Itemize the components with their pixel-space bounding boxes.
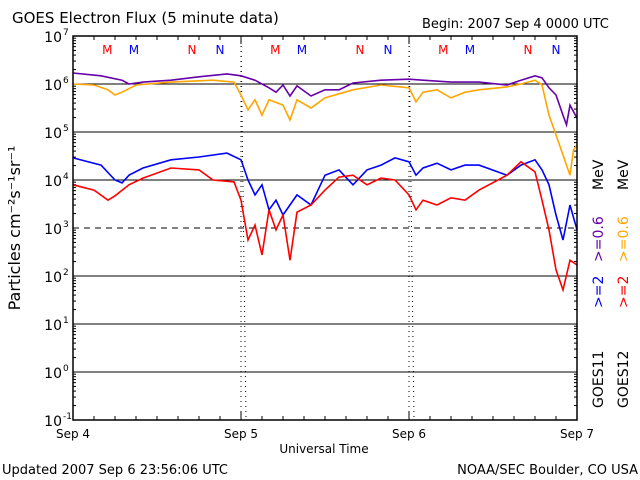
noon-midnight-marker: N [384,43,393,57]
x-tick-label: Sep 5 [224,427,258,441]
legend: GOES11 GOES12 >=2 >=2 >=0.6 >=0.6 MeV Me… [591,159,632,408]
y-tick-label: 10 [44,78,62,94]
y-tick-exponent: 2 [63,268,69,278]
y-tick-label: 10 [44,222,62,238]
x-tick-label: Sep 6 [392,427,426,441]
noon-midnight-marker: N [524,43,533,57]
noon-midnight-marker: M [465,43,475,57]
noon-midnight-marker: N [552,43,561,57]
y-tick-exponent: 6 [63,76,69,86]
noon-midnight-marker: N [356,43,365,57]
x-tick-label: Sep 7 [560,427,594,441]
x-axis-label: Universal Time [279,442,368,456]
chart-title: GOES Electron Flux (5 minute data) [12,9,279,27]
y-tick-exponent: 3 [63,220,69,230]
footer-source: NOAA/SEC Boulder, CO USA [457,463,638,478]
y-tick-label: 10 [44,318,62,334]
y-tick-exponent: 7 [63,28,69,38]
x-tick-label: Sep 4 [56,427,90,441]
y-axis-label: Particles cm⁻²s⁻¹sr⁻¹ [5,146,24,311]
noon-midnight-marker: N [216,43,225,57]
noon-midnight-marker: M [297,43,307,57]
legend-g12-hi: >=2 [616,276,632,308]
y-tick-label: 10 [44,174,62,190]
legend-goes11: GOES11 [591,351,607,408]
series-line-2 [72,152,578,241]
series-line-3 [72,160,578,293]
legend-goes12: GOES12 [616,351,632,408]
y-tick-exponent: 0 [63,364,69,374]
begin-label: Begin: 2007 Sep 4 0000 UTC [422,17,609,32]
y-tick-exponent: 5 [63,124,69,134]
y-tick-label: 10 [44,30,62,46]
footer-updated: Updated 2007 Sep 6 23:56:06 UTC [2,463,228,478]
legend-unit-1: MeV [591,159,607,190]
y-tick-label: 10 [44,126,62,142]
y-tick-label: 10 [44,366,62,382]
y-tick-label: 10 [44,414,62,430]
y-tick-exponent: 4 [63,172,69,182]
series-line-1 [72,79,578,176]
noon-midnight-marker: M [102,43,112,57]
legend-g11-lo: >=0.6 [591,216,607,262]
legend-unit-2: MeV [616,159,632,190]
legend-g11-hi: >=2 [591,276,607,308]
day-divider-ticks [240,35,247,421]
y-tick-exponent: 1 [63,316,69,326]
noon-midnight-marker: N [188,43,197,57]
legend-g12-lo: >=0.6 [616,216,632,262]
noon-midnight-marker: M [129,43,139,57]
plot-frame [72,35,578,421]
noon-midnight-marker: M [270,43,280,57]
series-line-0 [72,72,578,128]
y-tick-label: 10 [44,270,62,286]
day-divider-ticks [408,35,415,421]
y-tick-exponent: -1 [63,412,72,422]
noon-midnight-marker: M [438,43,448,57]
